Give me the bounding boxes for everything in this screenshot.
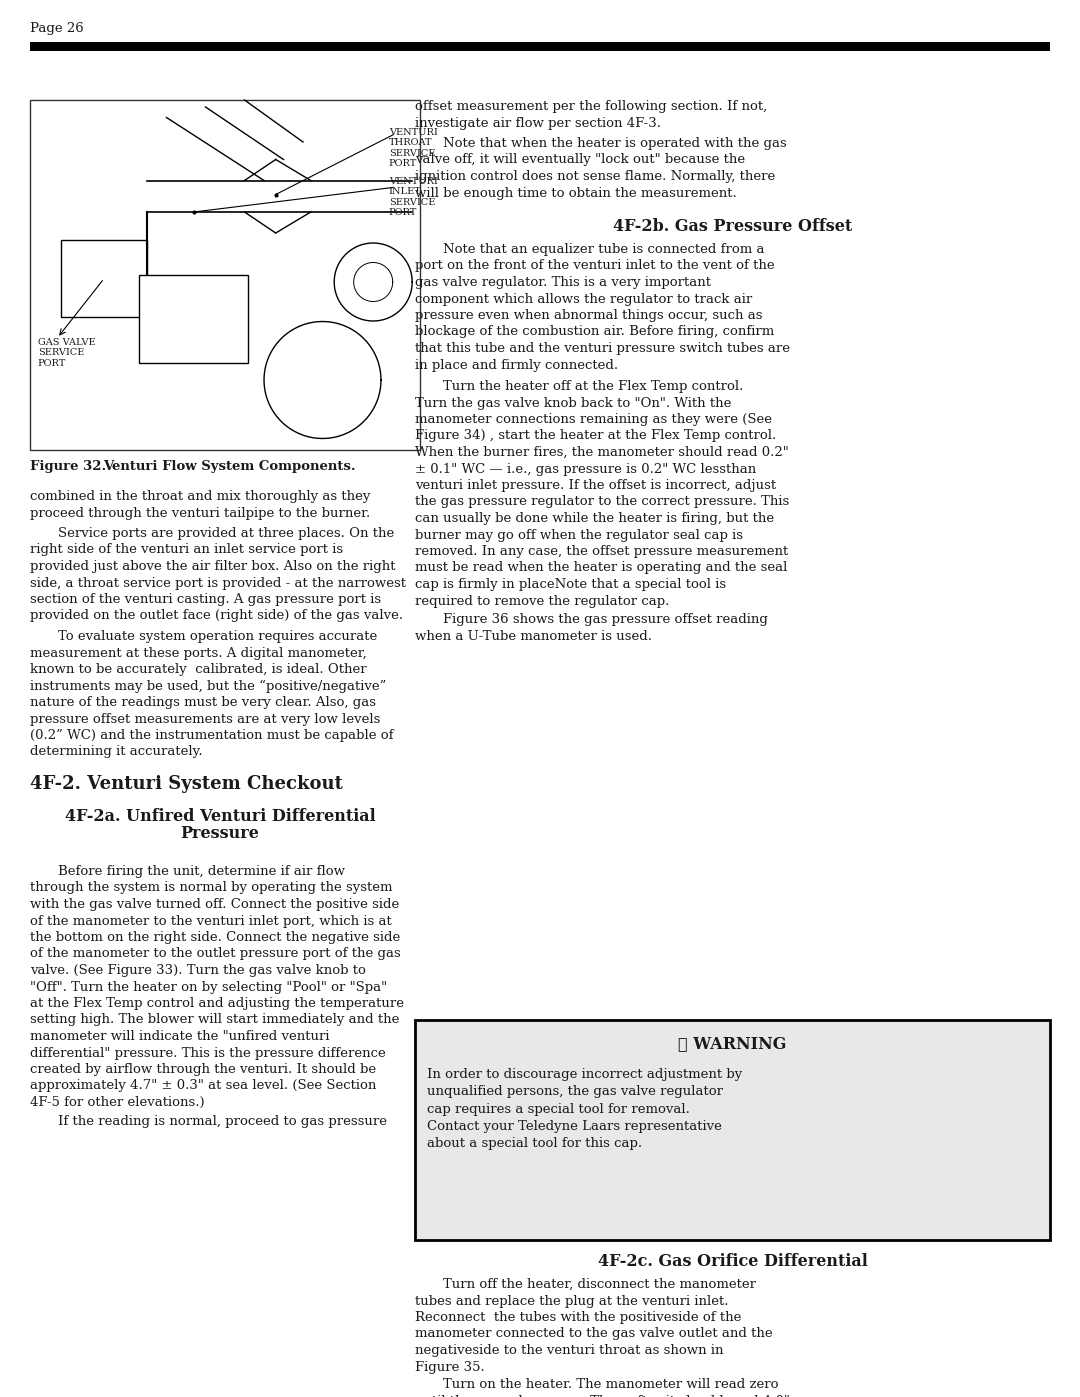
Text: determining it accurately.: determining it accurately. [30, 746, 203, 759]
Text: about a special tool for this cap.: about a special tool for this cap. [427, 1137, 643, 1150]
Text: investigate air flow per section 4F-3.: investigate air flow per section 4F-3. [415, 116, 661, 130]
Text: instruments may be used, but the “positive/negative”: instruments may be used, but the “positi… [30, 679, 387, 693]
Text: right side of the venturi an inlet service port is: right side of the venturi an inlet servi… [30, 543, 343, 556]
Text: Figure 36 shows the gas pressure offset reading: Figure 36 shows the gas pressure offset … [443, 613, 768, 626]
Text: section of the venturi casting. A gas pressure port is: section of the venturi casting. A gas pr… [30, 592, 381, 606]
Text: 4F-2c. Gas Orifice Differential: 4F-2c. Gas Orifice Differential [597, 1253, 867, 1270]
FancyBboxPatch shape [415, 1020, 1050, 1241]
Text: provided on the outlet face (right side) of the gas valve.: provided on the outlet face (right side)… [30, 609, 403, 623]
Text: pressure even when abnormal things occur, such as: pressure even when abnormal things occur… [415, 309, 762, 321]
Text: measurement at these ports. A digital manometer,: measurement at these ports. A digital ma… [30, 647, 367, 659]
FancyBboxPatch shape [30, 101, 420, 450]
Text: differential" pressure. This is the pressure difference: differential" pressure. This is the pres… [30, 1046, 386, 1059]
Text: Turn off the heater, disconnect the manometer: Turn off the heater, disconnect the mano… [443, 1278, 756, 1291]
Text: valve off, it will eventually "lock out" because the: valve off, it will eventually "lock out"… [415, 154, 745, 166]
Text: created by airflow through the venturi. It should be: created by airflow through the venturi. … [30, 1063, 376, 1076]
FancyBboxPatch shape [139, 275, 248, 362]
Text: through the system is normal by operating the system: through the system is normal by operatin… [30, 882, 392, 894]
Text: If the reading is normal, proceed to gas pressure: If the reading is normal, proceed to gas… [58, 1115, 387, 1127]
Text: Turn on the heater. The manometer will read zero: Turn on the heater. The manometer will r… [443, 1377, 779, 1391]
Text: Turn the heater off at the Flex Temp control.: Turn the heater off at the Flex Temp con… [443, 380, 743, 393]
Text: side, a throat service port is provided - at the narrowest: side, a throat service port is provided … [30, 577, 406, 590]
Text: can usually be done while the heater is firing, but the: can usually be done while the heater is … [415, 511, 774, 525]
Text: VENTURI
THROAT
SERVICE
PORT: VENTURI THROAT SERVICE PORT [389, 129, 437, 168]
Text: provided just above the air filter box. Also on the right: provided just above the air filter box. … [30, 560, 395, 573]
Text: ⚠ WARNING: ⚠ WARNING [678, 1035, 786, 1052]
FancyBboxPatch shape [30, 42, 1050, 52]
Text: approximately 4.7" ± 0.3" at sea level. (See Section: approximately 4.7" ± 0.3" at sea level. … [30, 1080, 376, 1092]
Text: the bottom on the right side. Connect the negative side: the bottom on the right side. Connect th… [30, 930, 401, 944]
Text: nature of the readings must be very clear. Also, gas: nature of the readings must be very clea… [30, 696, 376, 710]
Text: Service ports are provided at three places. On the: Service ports are provided at three plac… [58, 527, 394, 541]
Text: in place and firmly connected.: in place and firmly connected. [415, 359, 618, 372]
Text: with the gas valve turned off. Connect the positive side: with the gas valve turned off. Connect t… [30, 898, 400, 911]
Text: component which allows the regulator to track air: component which allows the regulator to … [415, 292, 753, 306]
Text: tubes and replace the plug at the venturi inlet.: tubes and replace the plug at the ventur… [415, 1295, 729, 1308]
Text: 4F-2. Venturi System Checkout: 4F-2. Venturi System Checkout [30, 775, 342, 793]
Text: Note that an equalizer tube is connected from a: Note that an equalizer tube is connected… [443, 243, 765, 256]
Text: blockage of the combustion air. Before firing, confirm: blockage of the combustion air. Before f… [415, 326, 774, 338]
Text: manometer connected to the gas valve outlet and the: manometer connected to the gas valve out… [415, 1327, 772, 1341]
Text: pressure offset measurements are at very low levels: pressure offset measurements are at very… [30, 712, 380, 725]
Text: combined in the throat and mix thoroughly as they: combined in the throat and mix thoroughl… [30, 490, 370, 503]
Text: known to be accurately  calibrated, is ideal. Other: known to be accurately calibrated, is id… [30, 664, 366, 676]
Text: of the manometer to the outlet pressure port of the gas: of the manometer to the outlet pressure … [30, 947, 401, 961]
Text: manometer connections remaining as they were (See: manometer connections remaining as they … [415, 414, 772, 426]
Text: cap is firmly in place​Note that a special tool is: cap is firmly in place​Note that a speci… [415, 578, 726, 591]
Text: port on the front of the venturi inlet to the vent of the: port on the front of the venturi inlet t… [415, 260, 774, 272]
Text: 4F-5 for other elevations.): 4F-5 for other elevations.) [30, 1097, 204, 1109]
Text: offset measurement per the following section. If not,: offset measurement per the following sec… [415, 101, 767, 113]
Text: "Off". Turn the heater on by selecting "Pool" or "Spa": "Off". Turn the heater on by selecting "… [30, 981, 387, 993]
Text: valve. (See Figure 33). Turn the gas valve knob to: valve. (See Figure 33). Turn the gas val… [30, 964, 366, 977]
Text: ignition control does not sense flame. Normally, there: ignition control does not sense flame. N… [415, 170, 775, 183]
Text: that this tube and the venturi pressure switch tubes are: that this tube and the venturi pressure … [415, 342, 789, 355]
Text: ± 0.1" WC — i.e., gas pressure is 0.2" WC less​than: ± 0.1" WC — i.e., gas pressure is 0.2" W… [415, 462, 756, 475]
Text: Note that when the heater is operated with the gas: Note that when the heater is operated wi… [443, 137, 786, 149]
Text: VENTURI
INLET
SERVICE
PORT: VENTURI INLET SERVICE PORT [389, 177, 437, 217]
Text: 4F-2a. Unfired Venturi Differential: 4F-2a. Unfired Venturi Differential [65, 807, 376, 826]
Text: To evaluate system operation requires accurate: To evaluate system operation requires ac… [58, 630, 377, 643]
Text: Pressure: Pressure [180, 826, 259, 842]
Text: Reconnect  the tubes with the positive​side of the: Reconnect the tubes with the positive​si… [415, 1310, 741, 1324]
Text: burner may go off when the regulator seal cap is: burner may go off when the regulator sea… [415, 528, 743, 542]
Text: Figure 35.: Figure 35. [415, 1361, 485, 1373]
Text: gas valve regulator. This is a very important: gas valve regulator. This is a very impo… [415, 277, 711, 289]
Text: Contact your Teledyne Laars representative: Contact your Teledyne Laars representati… [427, 1120, 721, 1133]
Text: must be read when the heater is operating and the seal: must be read when the heater is operatin… [415, 562, 787, 574]
Text: Turn the gas valve knob back to "On". With the: Turn the gas valve knob back to "On". Wi… [415, 397, 731, 409]
Text: manometer will indicate the "unfired venturi: manometer will indicate the "unfired ven… [30, 1030, 329, 1044]
Text: unqualified persons, the gas valve regulator: unqualified persons, the gas valve regul… [427, 1085, 723, 1098]
Text: Before firing the unit, determine if air flow: Before firing the unit, determine if air… [58, 865, 345, 877]
Text: the gas pressure regulator to the correct pressure. This: the gas pressure regulator to the correc… [415, 496, 789, 509]
Text: will be enough time to obtain the measurement.: will be enough time to obtain the measur… [415, 187, 737, 200]
Text: required to remove the regulator cap.: required to remove the regulator cap. [415, 595, 670, 608]
Text: of the manometer to the venturi inlet port, which is at: of the manometer to the venturi inlet po… [30, 915, 392, 928]
Text: Page 26: Page 26 [30, 22, 84, 35]
Text: at the Flex Temp control and adjusting the temperature: at the Flex Temp control and adjusting t… [30, 997, 404, 1010]
Text: cap requires a special tool for removal.: cap requires a special tool for removal. [427, 1102, 690, 1116]
Text: Venturi Flow System Components.: Venturi Flow System Components. [103, 460, 355, 474]
Text: (0.2” WC) and the instrumentation must be capable of: (0.2” WC) and the instrumentation must b… [30, 729, 393, 742]
Text: Figure 32.: Figure 32. [30, 460, 111, 474]
Text: When the burner fires, the manometer should read 0.2": When the burner fires, the manometer sho… [415, 446, 788, 460]
Text: proceed through the venturi tailpipe to the burner.: proceed through the venturi tailpipe to … [30, 507, 370, 520]
Text: venturi inlet pressure. If the offset is incorrect, adjust: venturi inlet pressure. If the offset is… [415, 479, 777, 492]
Text: Figure 34) , start the heater at the Flex Temp control.: Figure 34) , start the heater at the Fle… [415, 429, 777, 443]
Text: setting high. The blower will start immediately and the: setting high. The blower will start imme… [30, 1013, 400, 1027]
FancyBboxPatch shape [62, 240, 147, 317]
Text: when a U-Tube manometer is used.: when a U-Tube manometer is used. [415, 630, 652, 643]
Text: GAS VALVE
SERVICE
PORT: GAS VALVE SERVICE PORT [38, 338, 95, 367]
Text: removed. In any case, the offset pressure measurement: removed. In any case, the offset pressur… [415, 545, 788, 557]
Text: 4F-2b. Gas Pressure Offset: 4F-2b. Gas Pressure Offset [612, 218, 852, 235]
Text: negative​side to the venturi throat as shown in: negative​side to the venturi throat as s… [415, 1344, 724, 1356]
Text: until the gas valve opens. Thereafter it should read 4.0": until the gas valve opens. Thereafter it… [415, 1394, 789, 1397]
Text: In order to discourage incorrect adjustment by: In order to discourage incorrect adjustm… [427, 1067, 742, 1081]
